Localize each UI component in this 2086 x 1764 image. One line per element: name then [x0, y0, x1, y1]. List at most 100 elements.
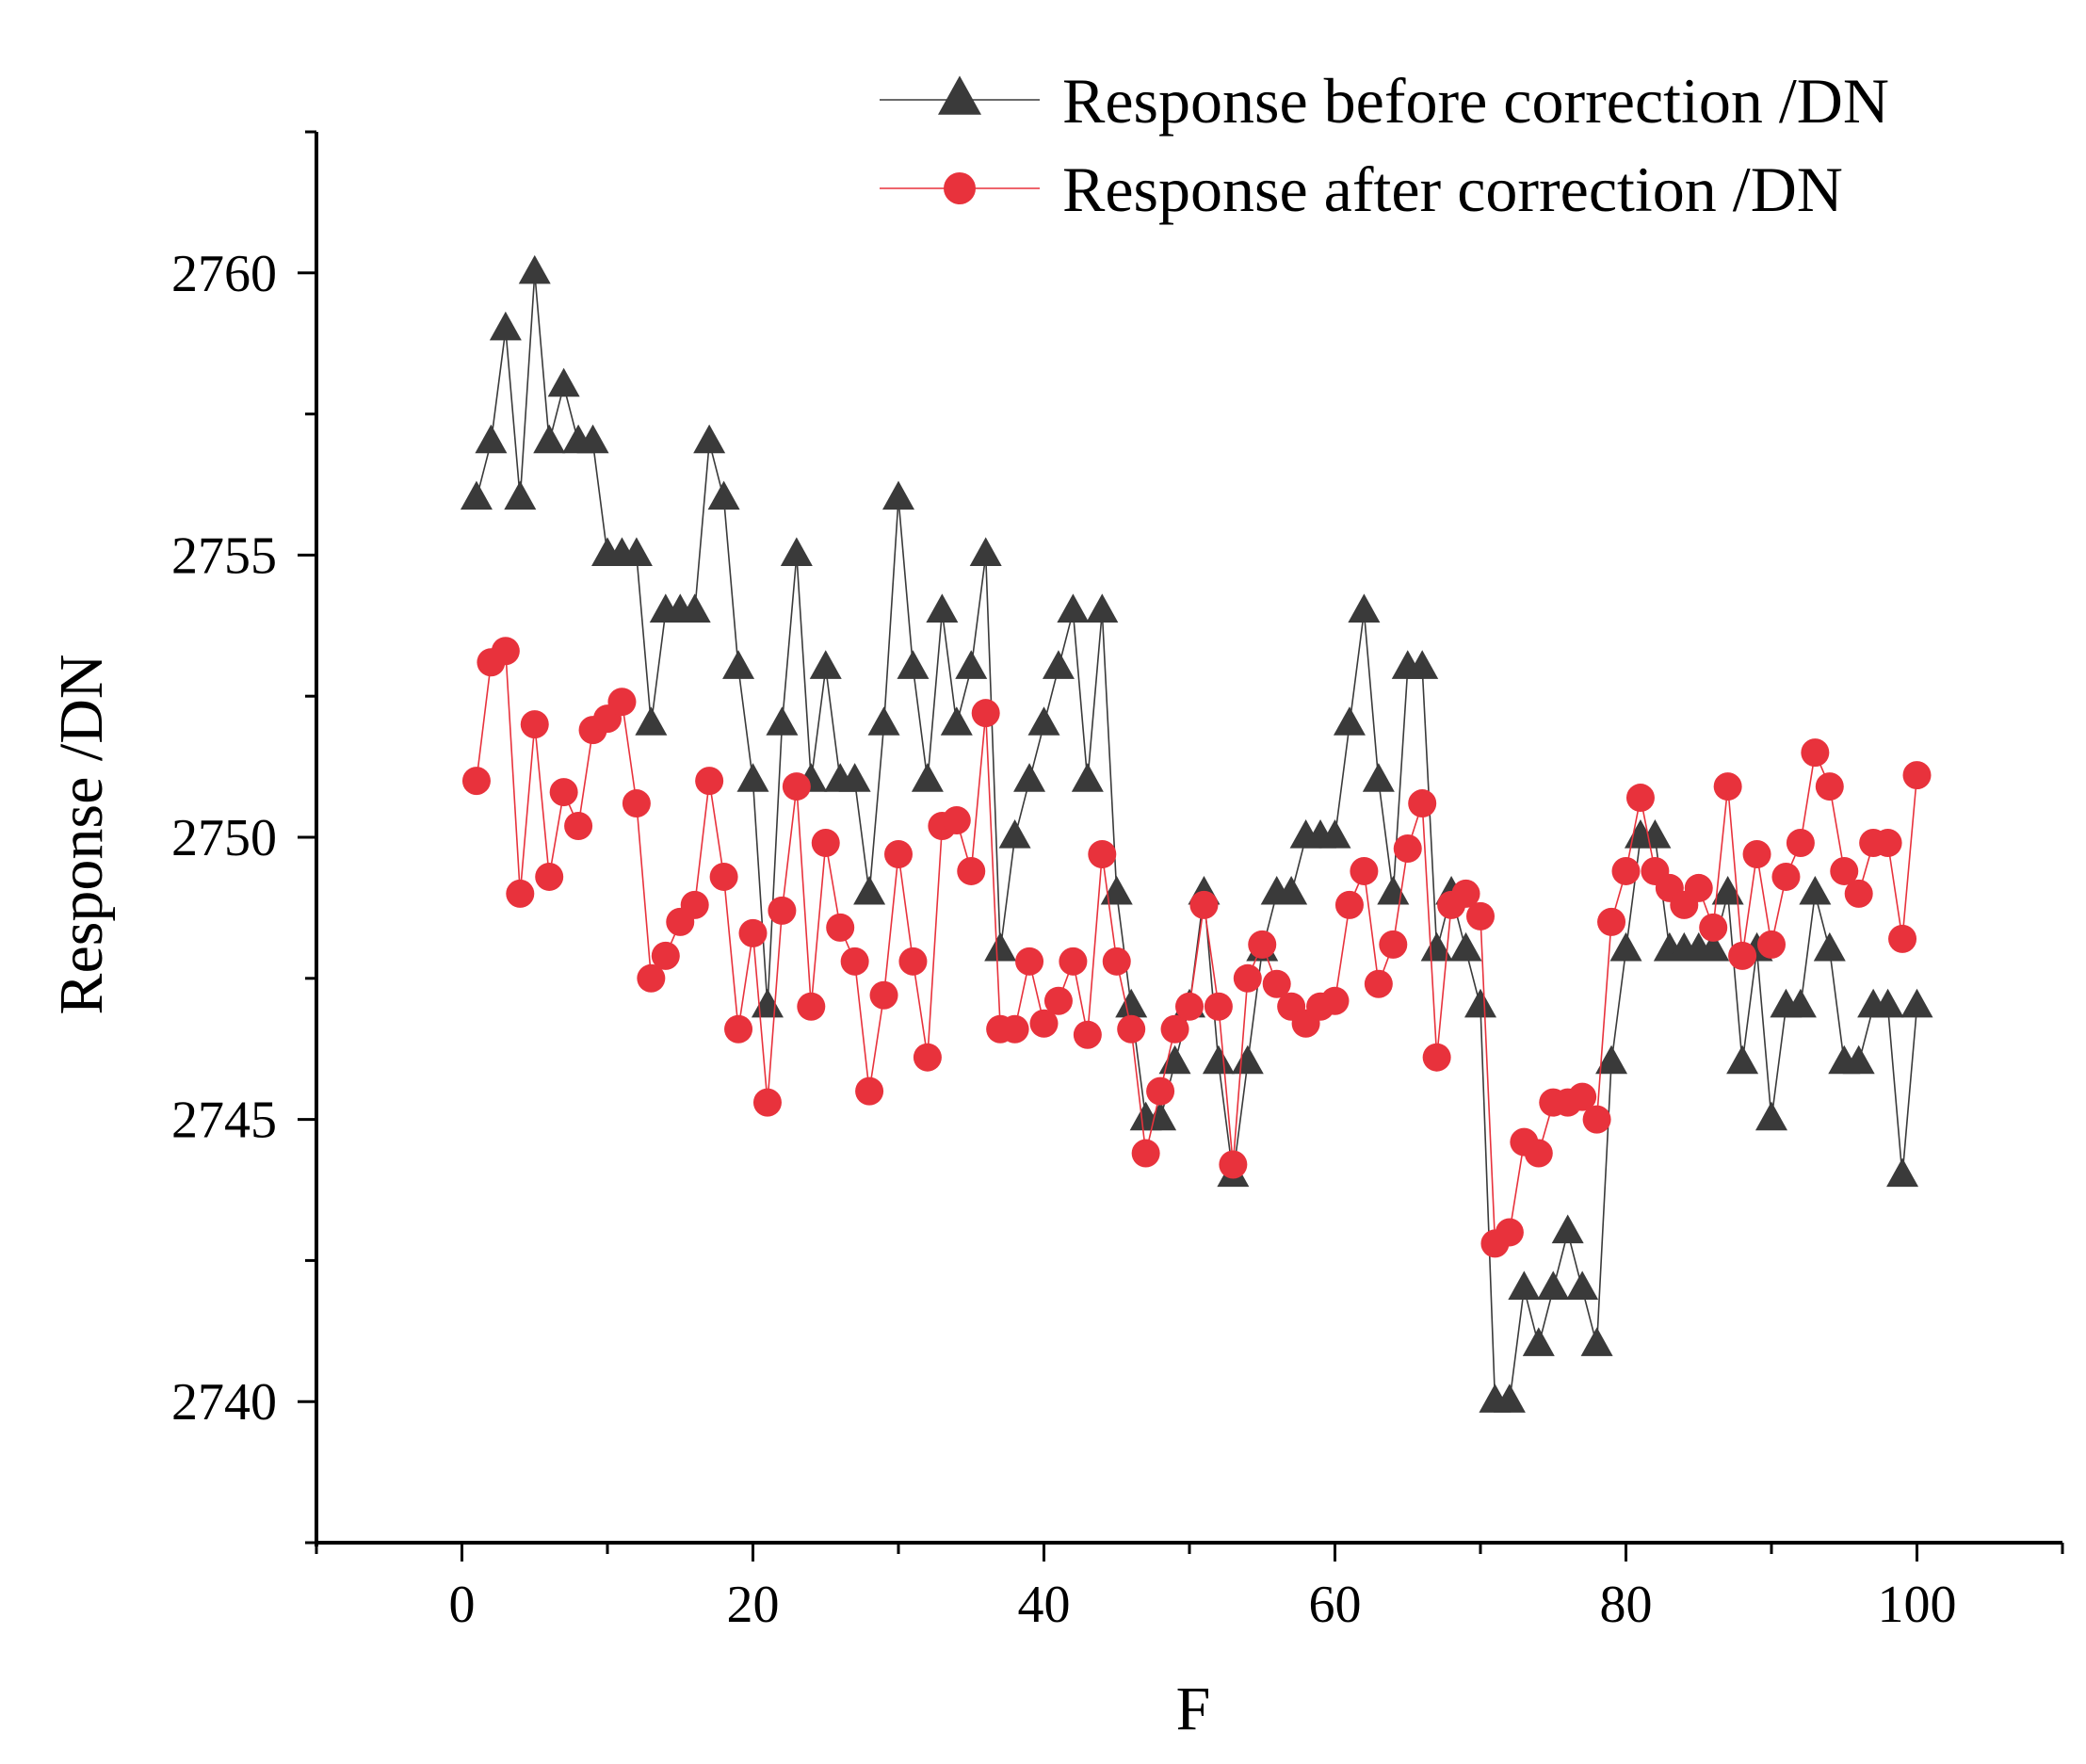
- data-point-triangle: [1406, 650, 1439, 679]
- data-point-circle: [1043, 986, 1073, 1015]
- data-point-triangle: [547, 367, 580, 397]
- data-point-triangle: [1013, 763, 1046, 792]
- data-point-circle: [1611, 856, 1641, 885]
- data-point-triangle: [1784, 988, 1817, 1018]
- data-point-circle: [1146, 1076, 1175, 1106]
- data-point-circle: [549, 778, 578, 807]
- data-point-circle: [1902, 761, 1932, 790]
- data-point-triangle: [504, 480, 537, 510]
- series-before-correction: [460, 254, 1933, 1413]
- axes: 0 20 40 60 80 100 2740 2745 2750 2755 2760: [171, 130, 2064, 1634]
- data-point-triangle: [1842, 1044, 1875, 1075]
- y-axis-label: Response /DN: [47, 654, 116, 1014]
- data-point-triangle: [1115, 988, 1148, 1018]
- data-point-triangle: [475, 424, 508, 454]
- data-point-circle: [695, 767, 724, 796]
- data-point-triangle: [460, 480, 493, 510]
- data-point-circle: [942, 806, 971, 835]
- data-point-circle: [1248, 930, 1277, 959]
- data-point-triangle: [751, 988, 784, 1018]
- data-point-circle: [1873, 828, 1902, 857]
- data-point-circle: [1131, 1139, 1160, 1168]
- data-point-circle: [1189, 890, 1219, 919]
- data-point-circle: [1088, 839, 1117, 868]
- data-point-triangle: [867, 706, 900, 736]
- data-point-circle: [1320, 986, 1350, 1015]
- data-point-circle: [1597, 907, 1626, 936]
- data-point-circle: [826, 913, 855, 942]
- data-point-triangle: [1580, 1327, 1613, 1356]
- y-tick-label: 2750: [171, 809, 277, 867]
- series-layer: [460, 254, 1933, 1413]
- data-point-circle: [709, 862, 738, 891]
- data-point-circle: [1393, 833, 1422, 863]
- data-point-circle: [622, 789, 651, 818]
- data-point-circle: [506, 879, 535, 908]
- data-point-circle: [957, 856, 986, 885]
- data-point-circle: [1771, 862, 1801, 891]
- data-point-circle: [855, 1076, 884, 1106]
- data-point-triangle: [678, 593, 711, 623]
- data-point-triangle: [955, 650, 988, 679]
- legend-label: Response before correction /DN: [1062, 65, 1889, 137]
- data-point-triangle: [780, 537, 813, 567]
- data-point-triangle: [1522, 1327, 1555, 1356]
- data-point-circle: [1364, 969, 1393, 998]
- x-tick-label: 0: [449, 1576, 476, 1634]
- x-tick-label: 40: [1018, 1576, 1071, 1634]
- x-tick-label: 80: [1600, 1576, 1653, 1634]
- data-point-triangle: [1493, 1384, 1526, 1413]
- data-point-triangle: [1202, 1044, 1235, 1075]
- data-point-circle: [1495, 1218, 1524, 1247]
- data-point-circle: [1742, 839, 1771, 868]
- data-point-triangle: [1057, 593, 1090, 623]
- data-point-triangle: [766, 706, 799, 736]
- data-point-triangle: [722, 650, 755, 679]
- data-point-circle: [797, 992, 826, 1021]
- data-point-triangle: [838, 763, 871, 792]
- data-point-circle: [651, 941, 680, 970]
- data-point-triangle: [576, 424, 609, 454]
- legend-circle-icon: [944, 172, 976, 204]
- series-after-correction: [461, 637, 1932, 1258]
- data-point-triangle: [1377, 875, 1410, 905]
- data-point-circle: [1262, 969, 1291, 998]
- x-tick-label: 60: [1309, 1576, 1362, 1634]
- data-point-triangle: [1697, 931, 1730, 962]
- data-point-circle: [1422, 1043, 1451, 1072]
- data-point-circle: [1059, 947, 1088, 976]
- data-point-triangle: [1813, 931, 1846, 962]
- data-point-triangle: [1275, 875, 1308, 905]
- legend-triangle-icon: [938, 75, 981, 115]
- data-point-circle: [1786, 828, 1815, 857]
- data-point-circle: [1757, 930, 1786, 959]
- data-point-circle: [1219, 1150, 1248, 1179]
- data-point-triangle: [1508, 1270, 1541, 1300]
- data-point-triangle: [1799, 875, 1832, 905]
- data-point-triangle: [998, 819, 1031, 849]
- data-point-circle: [520, 710, 549, 739]
- x-axis-label: F: [1176, 1675, 1211, 1743]
- data-point-circle: [1204, 992, 1233, 1021]
- data-point-triangle: [1726, 1044, 1759, 1075]
- data-point-triangle: [1449, 931, 1482, 962]
- data-point-circle: [637, 963, 666, 993]
- data-point-triangle: [1158, 1044, 1191, 1075]
- data-point-circle: [1029, 1009, 1059, 1038]
- data-point-circle: [898, 947, 928, 976]
- data-point-triangle: [1886, 1157, 1919, 1188]
- data-point-triangle: [1086, 593, 1119, 623]
- data-point-circle: [1582, 1105, 1611, 1134]
- data-point-circle: [971, 699, 1000, 728]
- data-point-triangle: [1755, 1101, 1787, 1131]
- data-point-circle: [1175, 992, 1204, 1021]
- data-point-triangle: [984, 931, 1017, 962]
- data-point-circle: [1015, 947, 1044, 976]
- data-point-circle: [1466, 901, 1495, 931]
- data-point-circle: [1625, 784, 1655, 813]
- data-point-circle: [1334, 890, 1364, 919]
- data-point-triangle: [1027, 706, 1060, 736]
- data-point-triangle: [1420, 931, 1453, 962]
